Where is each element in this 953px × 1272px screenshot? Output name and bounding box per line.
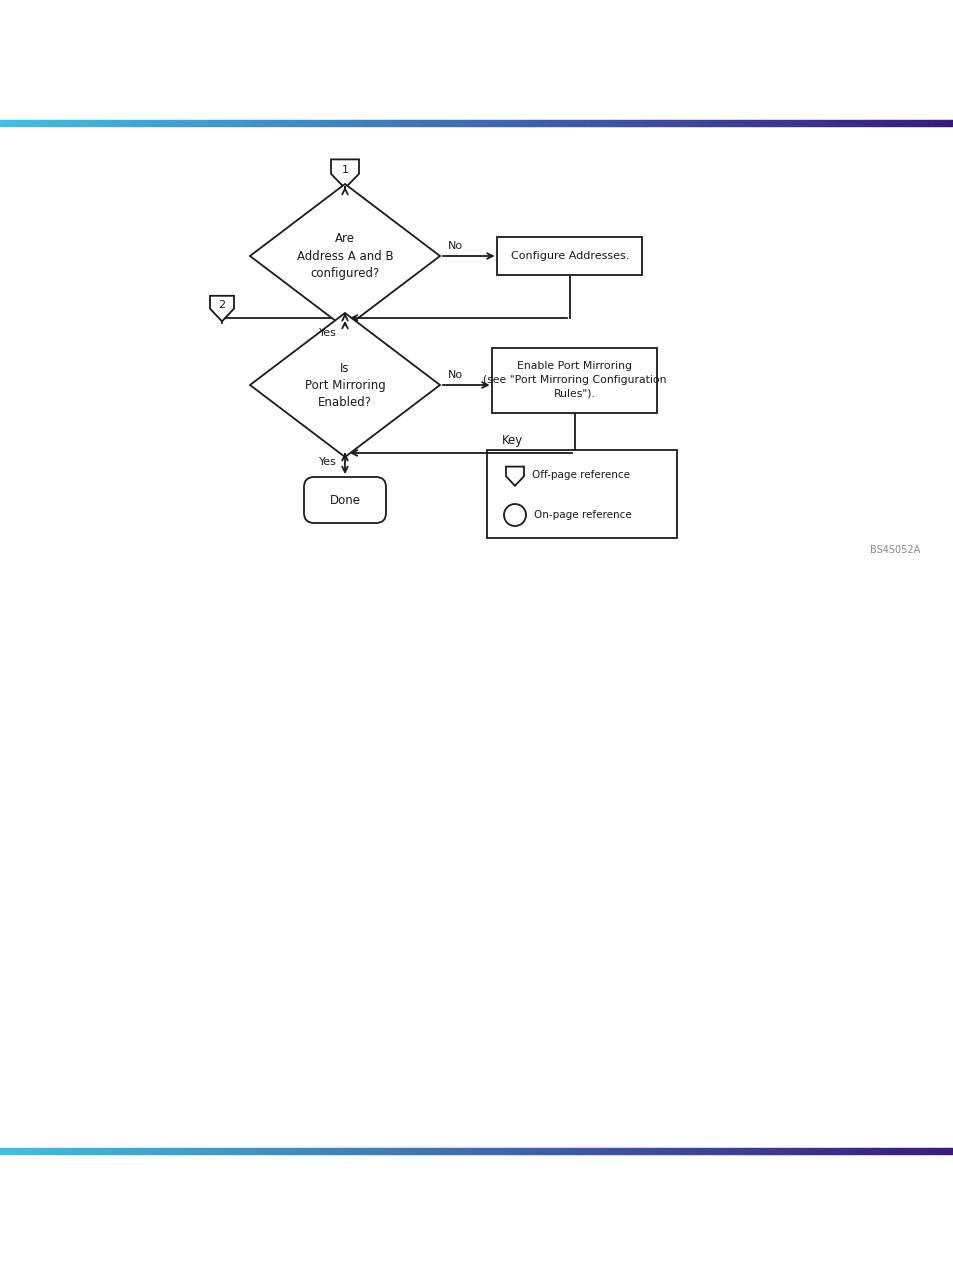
Circle shape [503, 504, 525, 527]
Text: BS4S052A: BS4S052A [869, 544, 919, 555]
FancyBboxPatch shape [492, 347, 657, 412]
Text: Are
Address A and B
configured?: Are Address A and B configured? [296, 233, 393, 280]
FancyBboxPatch shape [486, 450, 677, 538]
Text: Yes: Yes [319, 457, 336, 467]
Text: Off-page reference: Off-page reference [532, 469, 629, 480]
Text: Configure Addresses.: Configure Addresses. [510, 251, 629, 261]
Polygon shape [331, 159, 358, 188]
Text: On-page reference: On-page reference [534, 510, 631, 520]
Text: Enable Port Mirroring
(see "Port Mirroring Configuration
Rules").: Enable Port Mirroring (see "Port Mirrori… [483, 361, 666, 399]
Text: No: No [448, 240, 462, 251]
Text: No: No [448, 370, 462, 380]
Text: Is
Port Mirroring
Enabled?: Is Port Mirroring Enabled? [304, 361, 385, 408]
Text: Yes: Yes [319, 328, 336, 338]
Text: 2: 2 [218, 300, 225, 310]
Text: Key: Key [501, 434, 522, 446]
Polygon shape [250, 184, 439, 328]
Polygon shape [210, 296, 233, 322]
Text: Done: Done [329, 494, 360, 506]
Polygon shape [250, 313, 439, 457]
FancyBboxPatch shape [497, 237, 641, 275]
Text: 1: 1 [341, 165, 348, 176]
FancyBboxPatch shape [304, 477, 386, 523]
Polygon shape [505, 467, 523, 486]
